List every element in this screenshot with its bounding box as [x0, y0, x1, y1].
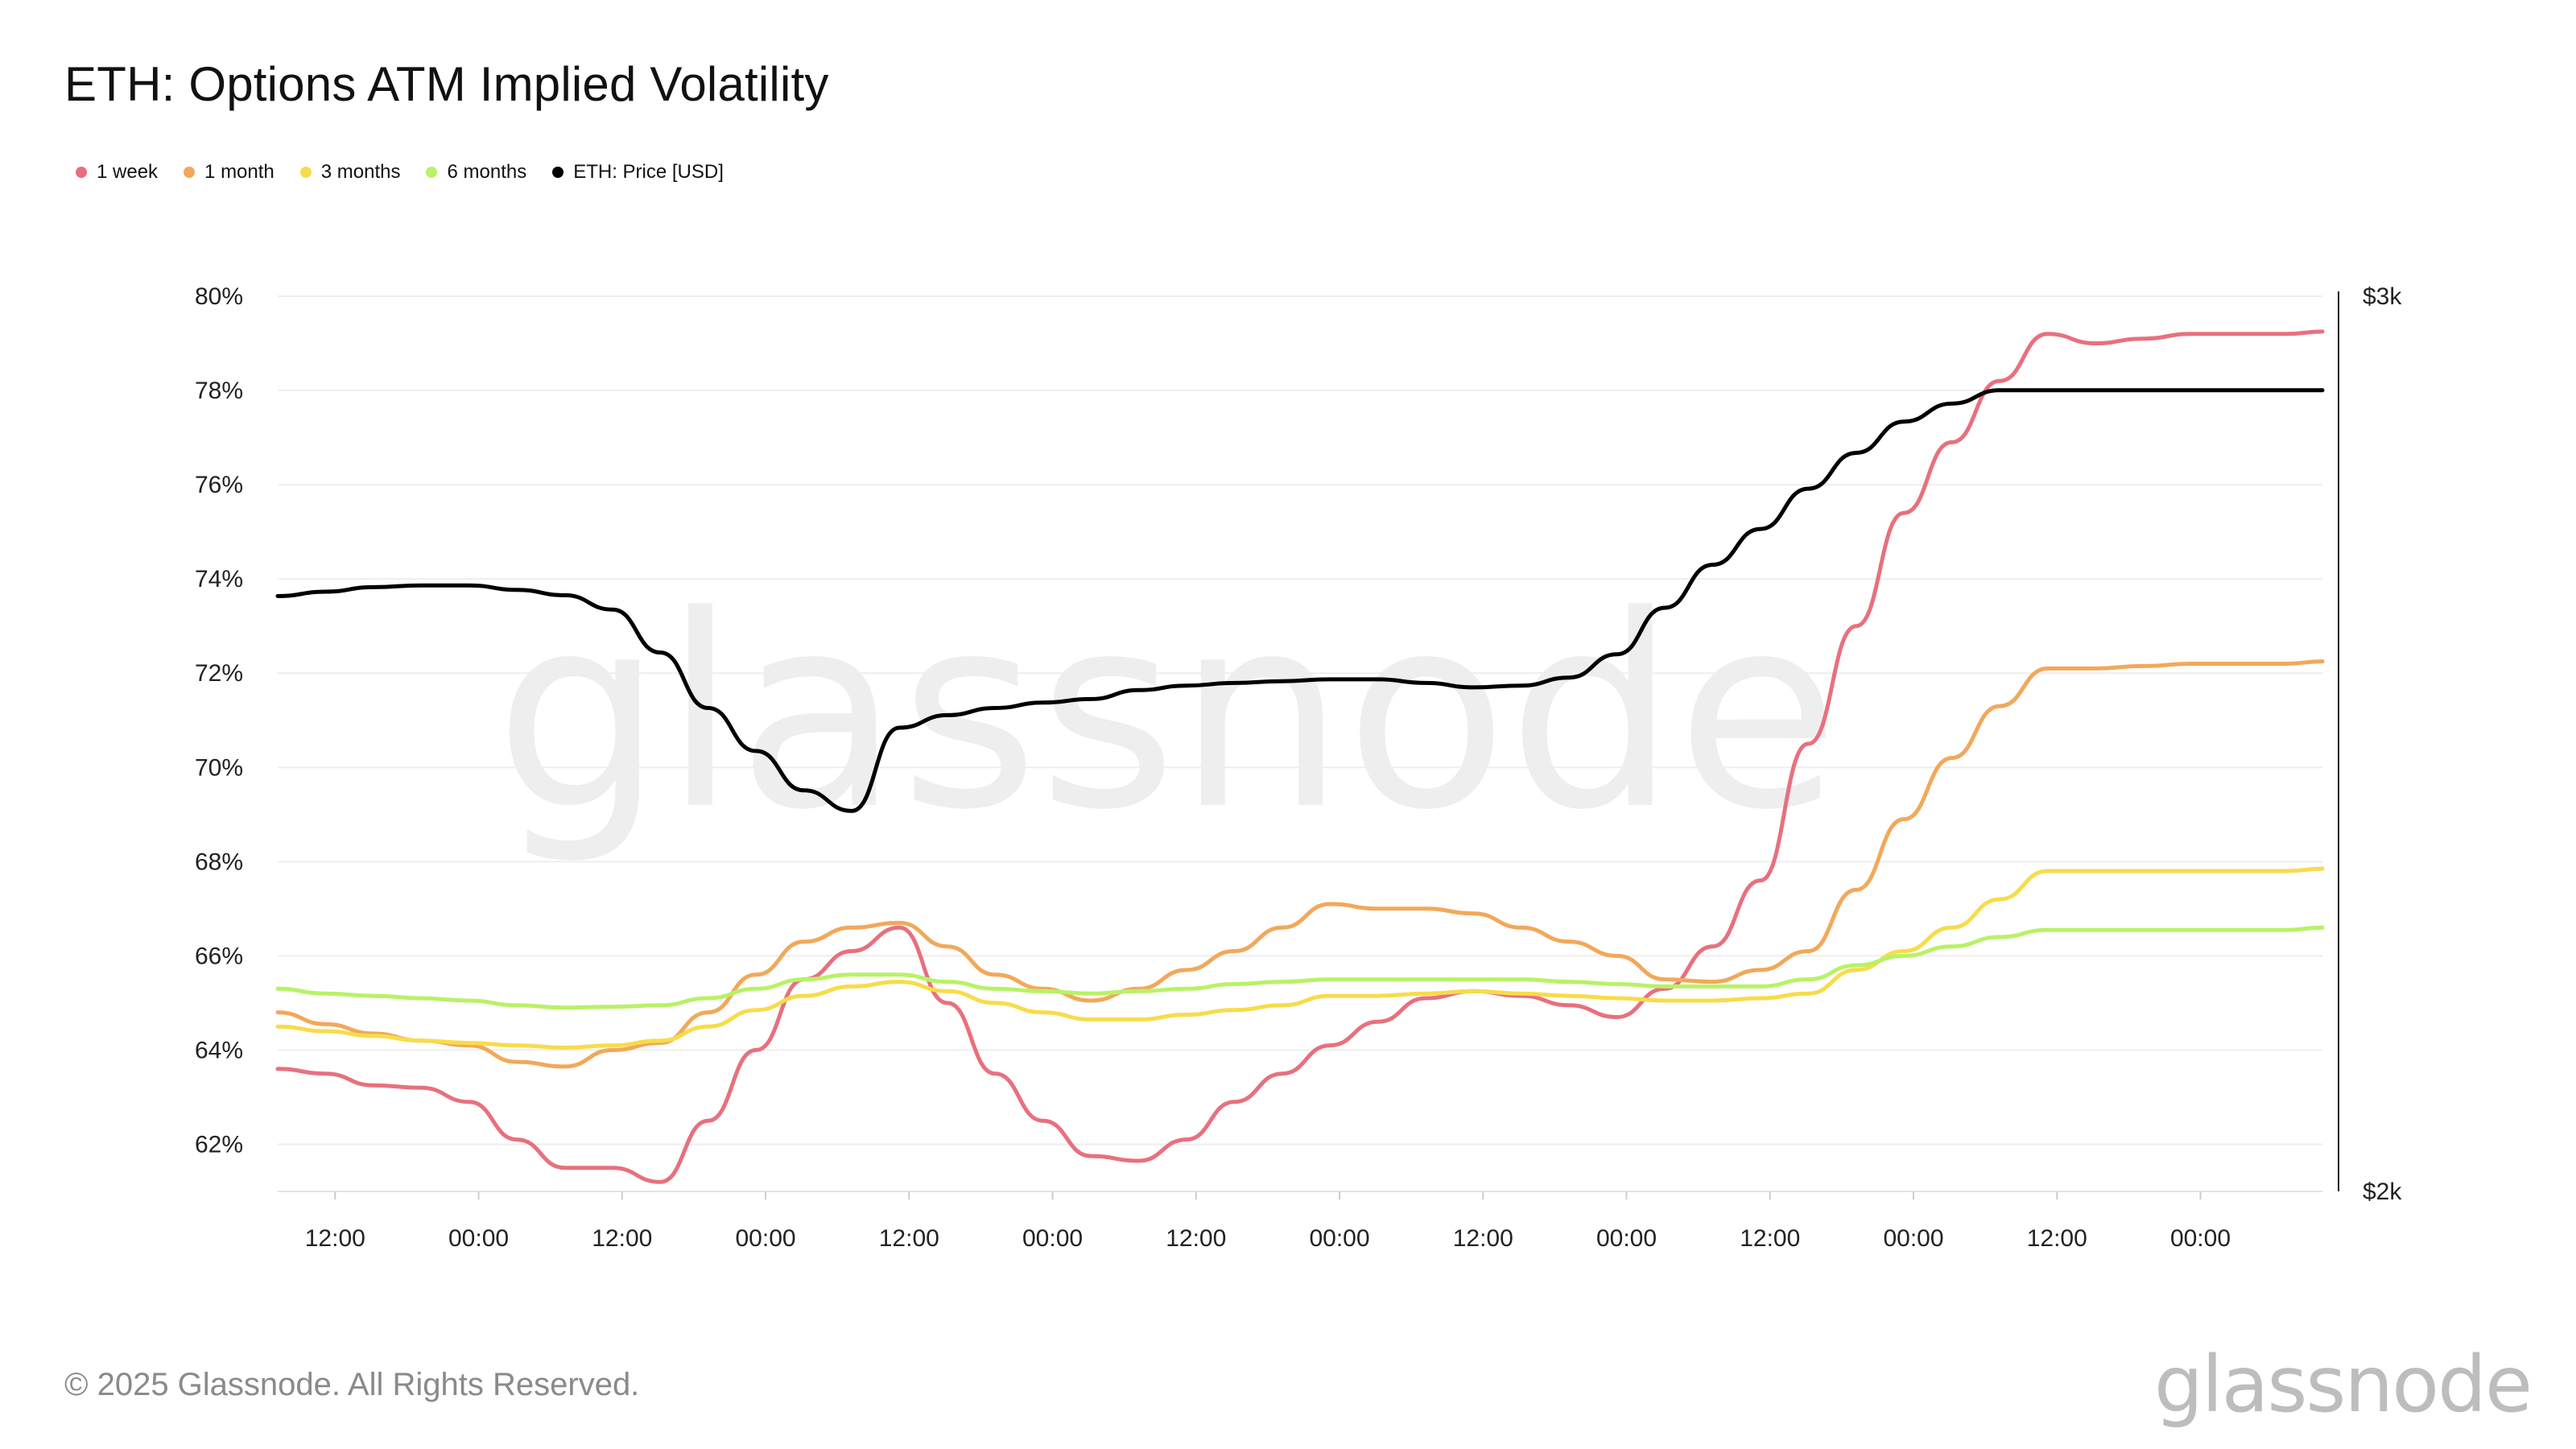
x-tick-12: 12:00 — [2027, 1225, 2087, 1252]
x-tick-9: 00:00 — [1596, 1225, 1657, 1252]
y-left-tick-68: 68% — [195, 848, 243, 875]
series-line-1-month[interactable] — [275, 659, 2325, 1069]
legend-item-1-month[interactable]: 1 month — [184, 161, 275, 184]
legend-label-1-month: 1 month — [204, 161, 275, 183]
x-tick-4: 12:00 — [879, 1225, 939, 1252]
y-left-tick-74: 74% — [195, 566, 243, 592]
grid-lines — [278, 295, 2322, 1146]
legend-dot-6-months — [426, 167, 438, 178]
x-tick-0: 12:00 — [305, 1225, 365, 1252]
y-right-tick-0: $2k — [2363, 1179, 2402, 1205]
x-tick-13: 00:00 — [2170, 1225, 2231, 1252]
glassnode-logo: glassnode — [2153, 1340, 2533, 1430]
x-tick-8: 12:00 — [1453, 1225, 1513, 1252]
series-line-1-week[interactable] — [275, 329, 2325, 1184]
chart-legend: 1 week 1 month 3 months 6 months ETH: Pr… — [76, 161, 724, 184]
legend-dot-1-month — [184, 167, 196, 178]
y-left-tick-70: 70% — [195, 754, 243, 781]
legend-item-6-months[interactable]: 6 months — [426, 161, 526, 184]
watermark-text: glassnode — [495, 559, 1840, 868]
y-left-tick-78: 78% — [195, 378, 243, 404]
series-line-eth-price-usd[interactable] — [275, 388, 2325, 813]
legend-item-3-months[interactable]: 3 months — [299, 161, 401, 184]
y-axis-right: $2k $3k — [2338, 283, 2402, 1205]
legend-label-6-months: 6 months — [447, 161, 527, 183]
y-left-tick-64: 64% — [195, 1037, 243, 1063]
x-axis: 12:00 00:00 12:00 00:00 12:00 00:00 12:00 00:00… — [278, 1191, 2322, 1252]
x-tick-6: 12:00 — [1166, 1225, 1226, 1252]
y-axis-left: 62% 64% 66% 68% 70% 72% 74% 76% 78% 80% — [195, 283, 243, 1158]
x-tick-3: 00:00 — [735, 1225, 795, 1252]
x-tick-5: 00:00 — [1022, 1225, 1083, 1252]
legend-label-1-week: 1 week — [97, 161, 159, 183]
copyright-footer: © 2025 Glassnode. All Rights Reserved. — [64, 1367, 640, 1402]
legend-item-eth-price[interactable]: ETH: Price [USD] — [552, 161, 724, 184]
y-left-tick-62: 62% — [195, 1131, 243, 1158]
series-line-3-months[interactable] — [275, 866, 2325, 1050]
legend-dot-eth-price — [552, 167, 564, 178]
series-lines — [275, 329, 2325, 1184]
y-right-tick-1: $3k — [2363, 283, 2402, 310]
legend-label-eth-price: ETH: Price [USD] — [573, 161, 724, 183]
legend-label-3-months: 3 months — [320, 161, 401, 183]
x-tick-11: 00:00 — [1883, 1225, 1943, 1252]
x-tick-1: 00:00 — [448, 1225, 509, 1252]
x-tick-7: 00:00 — [1309, 1225, 1369, 1252]
chart-title: ETH: Options ATM Implied Volatility — [64, 57, 829, 111]
x-tick-2: 12:00 — [592, 1225, 652, 1252]
y-left-tick-72: 72% — [195, 660, 243, 687]
y-left-tick-66: 66% — [195, 943, 243, 969]
x-tick-10: 12:00 — [1740, 1225, 1800, 1252]
y-left-tick-76: 76% — [195, 472, 243, 498]
y-left-tick-80: 80% — [195, 283, 243, 310]
series-line-6-months[interactable] — [275, 925, 2325, 1010]
legend-item-1-week[interactable]: 1 week — [76, 161, 158, 184]
legend-dot-3-months — [299, 167, 312, 178]
legend-dot-1-week — [76, 167, 87, 178]
